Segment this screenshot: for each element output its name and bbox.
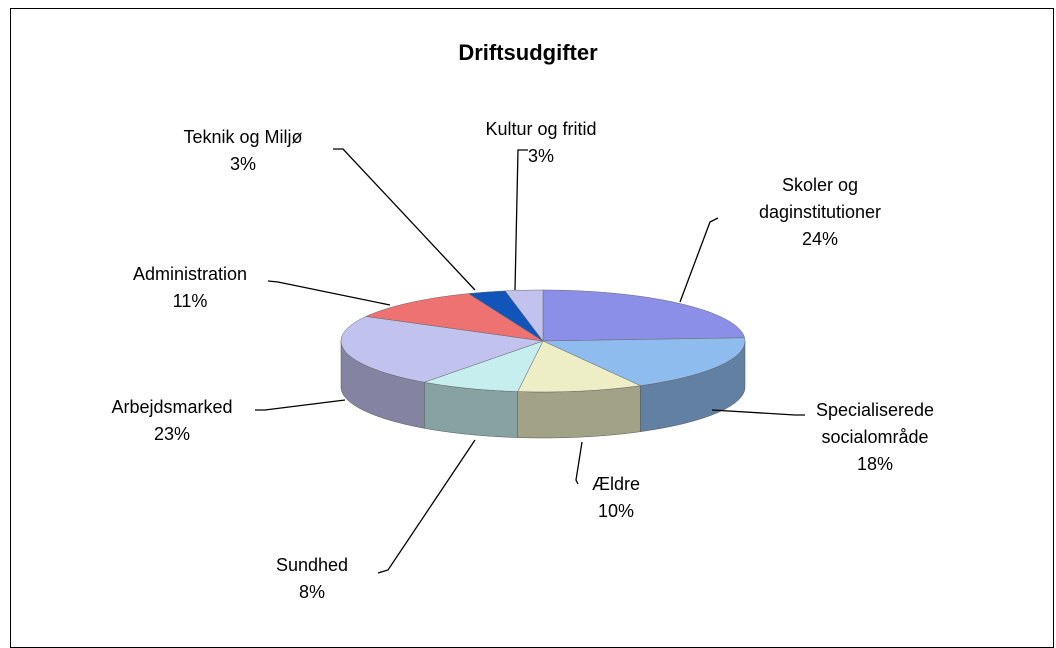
category-label: Specialiserede socialområde — [815, 400, 935, 447]
category-label: Administration — [132, 264, 248, 284]
slice-label: Sundhed 8% — [262, 552, 362, 606]
slice-label: Specialiserede socialområde 18% — [800, 397, 950, 478]
value-label: 18% — [856, 454, 894, 474]
slice — [340, 316, 544, 383]
value-label: 23% — [153, 424, 191, 444]
page: Driftsudgifter Skoler og daginstitutione… — [10, 8, 1054, 648]
value-label: 11% — [172, 291, 208, 311]
value-label: 3% — [527, 146, 554, 166]
slice — [365, 293, 544, 342]
leader-line — [575, 441, 583, 485]
slice — [517, 340, 642, 393]
slice — [504, 289, 544, 342]
leader-line — [679, 217, 719, 303]
slice — [467, 290, 544, 342]
slice-label: Arbejdsmarked 23% — [82, 394, 262, 448]
category-label: Kultur og fritid — [485, 119, 597, 139]
category-label: Ældre — [591, 474, 640, 494]
value-label: 24% — [801, 229, 839, 249]
slice — [542, 289, 745, 342]
leader-line — [514, 149, 528, 291]
leader-line — [377, 439, 476, 574]
category-label: Teknik og Miljø — [183, 127, 303, 147]
slice — [542, 337, 746, 386]
category-label: Arbejdsmarked — [111, 397, 233, 417]
value-label: 8% — [298, 582, 325, 602]
category-label: Skoler og daginstitutioner — [758, 175, 882, 222]
slice-label: Administration 11% — [100, 261, 280, 315]
chart — [255, 148, 805, 574]
slice-side — [517, 385, 641, 439]
slice — [423, 340, 544, 392]
value-label: 10% — [597, 501, 635, 521]
leader-line — [267, 280, 391, 306]
leader-line — [255, 399, 346, 411]
chart-title: Driftsudgifter — [458, 40, 598, 65]
slice-label: Ældre 10% — [576, 471, 656, 525]
slice-label: Teknik og Miljø 3% — [143, 124, 343, 178]
category-label: Sundhed — [275, 555, 349, 575]
value-label: 3% — [229, 154, 256, 174]
slice-label: Kultur og fritid 3% — [451, 116, 631, 170]
leader-line — [333, 148, 476, 291]
slice-label: Skoler og daginstitutioner 24% — [745, 172, 895, 253]
leader-line — [711, 409, 805, 416]
